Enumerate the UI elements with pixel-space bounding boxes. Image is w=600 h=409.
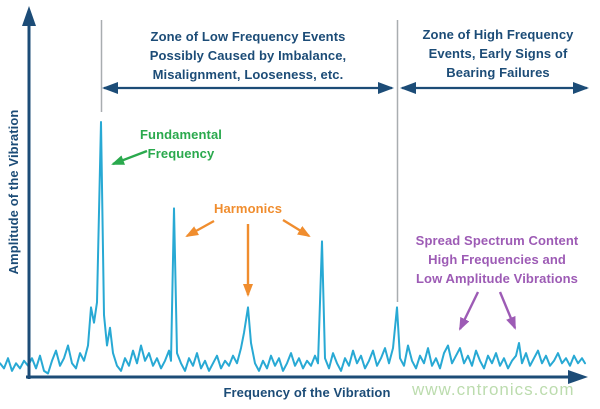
spread-arrow-left [458, 291, 480, 331]
harmonics-arrow-left [185, 219, 215, 238]
y-axis-arrowhead [22, 6, 36, 26]
fundamental-frequency-label: Fundamental Frequency [140, 127, 222, 161]
spread-spectrum-label: Spread Spectrum Content High Frequencies… [415, 233, 579, 286]
spread-arrow-right [498, 291, 517, 330]
x-axis-title: Frequency of the Vibration [223, 385, 391, 400]
fundamental-arrow [111, 149, 148, 166]
y-axis-title: Amplitude of the Vibration [6, 109, 21, 275]
watermark-text: www.cntronics.com [412, 380, 575, 399]
low-frequency-zone-label: Zone of Low Frequency Events Possibly Ca… [149, 29, 347, 82]
spectrum-trace [0, 121, 586, 375]
harmonics-label: Harmonics [213, 201, 283, 216]
x-axis-arrowhead [568, 370, 588, 384]
high-frequency-zone-label: Zone of High Frequency Events, Early Sig… [422, 27, 574, 80]
harmonics-arrow-right [282, 218, 311, 238]
